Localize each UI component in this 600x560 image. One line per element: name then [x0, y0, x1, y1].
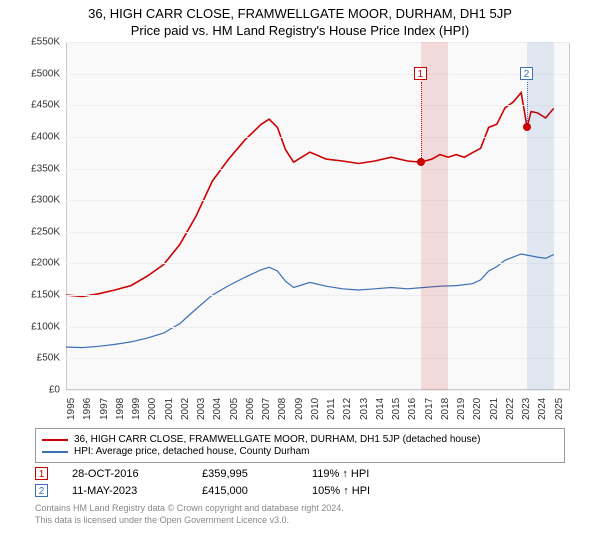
- transaction-row: 1 28-OCT-2016£359,995119% ↑ HPI: [35, 467, 565, 480]
- ytick-label: £200K: [20, 258, 60, 269]
- ytick-label: £550K: [20, 37, 60, 48]
- xtick-label: 2013: [359, 398, 370, 420]
- xtick-label: 2014: [375, 398, 386, 420]
- xtick-label: 2017: [424, 398, 435, 420]
- xtick-label: 2023: [521, 398, 532, 420]
- gridline: [66, 42, 570, 43]
- xtick-label: 2020: [472, 398, 483, 420]
- ytick-label: £350K: [20, 163, 60, 174]
- footnote-line: Contains HM Land Registry data © Crown c…: [35, 503, 565, 515]
- xtick-label: 1999: [131, 398, 142, 420]
- chart-title: 36, HIGH CARR CLOSE, FRAMWELLGATE MOOR, …: [0, 0, 600, 21]
- ytick-label: £500K: [20, 68, 60, 79]
- transactions-table: 1 28-OCT-2016£359,995119% ↑ HPI 2 11-MAY-20…: [35, 467, 565, 497]
- ytick-label: £250K: [20, 226, 60, 237]
- transaction-flag: 2: [35, 484, 48, 497]
- xtick-label: 2007: [261, 398, 272, 420]
- xtick-label: 2000: [147, 398, 158, 420]
- xtick-label: 2011: [326, 398, 337, 420]
- ytick-label: £0: [20, 385, 60, 396]
- xtick-label: 2025: [554, 398, 565, 420]
- transaction-row: 2 11-MAY-2023£415,000105% ↑ HPI: [35, 484, 565, 497]
- ytick-label: £450K: [20, 100, 60, 111]
- gridline: [66, 200, 570, 201]
- flag-1: 1: [414, 67, 427, 80]
- series-svg: [20, 42, 570, 390]
- gridline: [66, 327, 570, 328]
- shaded-region: [421, 42, 448, 390]
- transaction-pct: 105% ↑ HPI: [312, 485, 432, 497]
- xtick-label: 2006: [245, 398, 256, 420]
- legend-item: 36, HIGH CARR CLOSE, FRAMWELLGATE MOOR, …: [42, 434, 558, 445]
- xtick-label: 2001: [164, 398, 175, 420]
- xtick-label: 2021: [489, 398, 500, 420]
- ytick-label: £400K: [20, 131, 60, 142]
- legend-label: 36, HIGH CARR CLOSE, FRAMWELLGATE MOOR, …: [74, 434, 480, 445]
- gridline: [66, 263, 570, 264]
- xtick-label: 2022: [505, 398, 516, 420]
- series-hpi: [66, 254, 554, 348]
- flag-line: [527, 82, 528, 128]
- gridline: [66, 105, 570, 106]
- legend-swatch: [42, 451, 68, 453]
- transaction-pct: 119% ↑ HPI: [312, 468, 432, 480]
- gridline: [66, 169, 570, 170]
- xtick-label: 1996: [82, 398, 93, 420]
- gridline: [66, 358, 570, 359]
- xtick-label: 1997: [99, 398, 110, 420]
- xtick-label: 2015: [391, 398, 402, 420]
- xtick-label: 2024: [537, 398, 548, 420]
- footnote: Contains HM Land Registry data © Crown c…: [35, 503, 565, 526]
- series-property: [66, 93, 554, 297]
- gridline: [66, 232, 570, 233]
- xtick-label: 2005: [229, 398, 240, 420]
- xtick-label: 2002: [180, 398, 191, 420]
- xtick-label: 2012: [342, 398, 353, 420]
- legend-swatch: [42, 439, 68, 441]
- xtick-label: 2016: [407, 398, 418, 420]
- ytick-label: £300K: [20, 195, 60, 206]
- legend-label: HPI: Average price, detached house, Coun…: [74, 446, 310, 457]
- transaction-price: £415,000: [202, 485, 312, 497]
- xtick-label: 2018: [440, 398, 451, 420]
- gridline: [66, 295, 570, 296]
- transaction-flag: 1: [35, 467, 48, 480]
- ytick-label: £100K: [20, 321, 60, 332]
- gridline: [66, 390, 570, 391]
- xtick-label: 2008: [277, 398, 288, 420]
- flag-line: [421, 82, 422, 163]
- transaction-price: £359,995: [202, 468, 312, 480]
- xtick-label: 2010: [310, 398, 321, 420]
- gridline: [66, 137, 570, 138]
- xtick-label: 1995: [66, 398, 77, 420]
- legend-item: HPI: Average price, detached house, Coun…: [42, 446, 558, 457]
- ytick-label: £150K: [20, 290, 60, 301]
- xtick-label: 2003: [196, 398, 207, 420]
- transaction-date: 11-MAY-2023: [72, 485, 202, 497]
- chart-subtitle: Price paid vs. HM Land Registry's House …: [0, 21, 600, 42]
- ytick-label: £50K: [20, 353, 60, 364]
- plot-area: £0 £50K £100K £150K £200K £250K £300K £350K £400…: [20, 42, 580, 422]
- shaded-region: [527, 42, 554, 390]
- xtick-label: 1998: [115, 398, 126, 420]
- gridline: [66, 74, 570, 75]
- xtick-label: 2019: [456, 398, 467, 420]
- flag-2: 2: [520, 67, 533, 80]
- legend: 36, HIGH CARR CLOSE, FRAMWELLGATE MOOR, …: [35, 428, 565, 463]
- xtick-label: 2004: [212, 398, 223, 420]
- footnote-line: This data is licensed under the Open Gov…: [35, 515, 565, 527]
- xtick-label: 2009: [294, 398, 305, 420]
- transaction-date: 28-OCT-2016: [72, 468, 202, 480]
